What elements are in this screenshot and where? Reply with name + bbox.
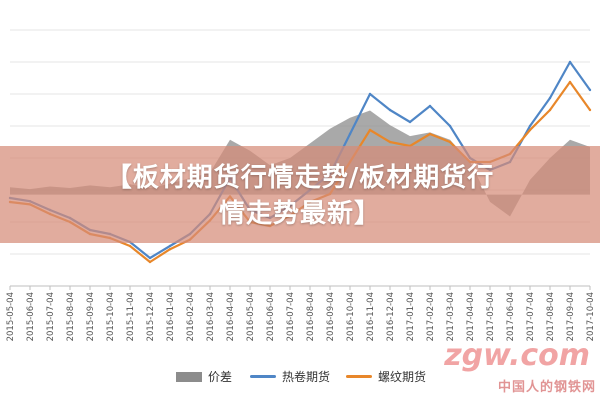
x-tick-label: 2017-04-04 xyxy=(466,292,476,341)
x-tick-label: 2015-07-04 xyxy=(46,292,56,341)
x-tick-label: 2016-01-04 xyxy=(166,292,176,341)
x-tick-label: 2016-08-04 xyxy=(306,292,316,341)
x-tick-label: 2017-07-04 xyxy=(526,292,536,341)
series-line-hot-coil-point xyxy=(408,120,412,124)
series-line-hot-coil-point xyxy=(368,92,372,96)
x-tick-label: 2016-10-04 xyxy=(346,292,356,341)
legend-item-spread: 价差 xyxy=(176,368,232,385)
x-tick-label: 2017-09-04 xyxy=(566,292,576,341)
series-line-rebar-point xyxy=(528,128,532,132)
series-line-hot-coil-point xyxy=(588,88,592,92)
x-tick-label: 2017-06-04 xyxy=(506,292,516,341)
series-line-hot-coil-point xyxy=(388,108,392,112)
series-line-hot-coil-point xyxy=(168,244,172,248)
legend-label-rebar: 螺纹期货 xyxy=(378,370,427,384)
legend-label-hot-coil: 热卷期货 xyxy=(282,370,331,384)
title-banner xyxy=(0,146,600,243)
x-tick-label: 2016-12-04 xyxy=(386,292,396,341)
series-line-rebar-point xyxy=(568,80,572,84)
series-line-rebar-point xyxy=(168,248,172,251)
series-line-rebar-point xyxy=(428,132,432,136)
series-line-rebar-point xyxy=(148,260,152,264)
series-line-hot-coil-point xyxy=(568,60,572,64)
series-line-rebar-point xyxy=(448,140,452,144)
legend-item-hot-coil: 热卷期货 xyxy=(250,368,330,385)
x-tick-label: 2015-06-04 xyxy=(26,292,36,341)
x-tick-label: 2015-11-04 xyxy=(126,292,136,341)
series-line-rebar-point xyxy=(548,108,552,112)
x-tick-label: 2016-07-04 xyxy=(286,292,296,341)
banner-title: 【板材期货行情走势/板材期货行 情走势最新】 xyxy=(40,160,560,232)
x-tick-label: 2015-09-04 xyxy=(86,292,96,341)
legend-swatch-hot-coil xyxy=(250,375,276,378)
site-watermark: zgw.com 中国人的钢铁网 xyxy=(444,338,596,398)
x-tick-label: 2015-05-04 xyxy=(6,292,16,341)
series-line-hot-coil-point xyxy=(148,256,152,260)
x-axis: 2015-05-04 2015-06-04 2015-07-04 2015-08-04… xyxy=(6,286,596,341)
x-tick-label: 2017-02-04 xyxy=(426,292,436,341)
series-line-rebar-point xyxy=(588,108,592,112)
x-tick-label: 2016-11-04 xyxy=(366,292,376,341)
x-tick-label: 2016-03-04 xyxy=(206,292,216,341)
series-line-rebar-point xyxy=(388,140,392,144)
series-line-hot-coil-point xyxy=(348,132,352,136)
x-tick-label: 2017-05-04 xyxy=(486,292,496,341)
legend-swatch-rebar xyxy=(346,375,372,378)
x-tick-label: 2017-10-04 xyxy=(586,292,596,341)
x-tick-label: 2016-05-04 xyxy=(246,292,256,341)
legend-label-spread: 价差 xyxy=(208,370,233,384)
series-line-hot-coil-point xyxy=(548,96,552,100)
legend-item-rebar: 螺纹期货 xyxy=(346,368,426,385)
series-line-hot-coil-point xyxy=(448,124,452,128)
x-tick-label: 2016-06-04 xyxy=(266,292,276,341)
series-line-rebar-point xyxy=(368,128,372,132)
x-tick-label: 2017-08-04 xyxy=(546,292,556,341)
chart-legend: 价差 热卷期货 螺纹期货 xyxy=(0,368,600,384)
x-tick-label: 2015-10-04 xyxy=(106,292,116,341)
watermark-logo: zgw.com xyxy=(444,338,590,373)
watermark-tagline: 中国人的钢铁网 xyxy=(497,380,596,395)
series-line-hot-coil-point xyxy=(428,104,432,108)
x-tick-label: 2015-12-04 xyxy=(146,292,156,341)
x-tick-label: 2016-04-04 xyxy=(226,292,236,341)
banner-title-line2: 情走势最新】 xyxy=(218,199,381,229)
x-tick-label: 2015-08-04 xyxy=(66,292,76,341)
series-line-rebar-point xyxy=(128,244,132,248)
series-line-hot-coil-point xyxy=(528,124,532,128)
banner-title-line1: 【板材期货行情走势/板材期货行 xyxy=(105,163,495,193)
legend-swatch-spread xyxy=(176,371,202,382)
x-tick-label: 2017-01-04 xyxy=(406,292,416,341)
x-tick-label: 2017-03-04 xyxy=(446,292,456,341)
x-tick-label: 2016-02-04 xyxy=(186,292,196,341)
x-tick-label: 2016-09-04 xyxy=(326,292,336,341)
